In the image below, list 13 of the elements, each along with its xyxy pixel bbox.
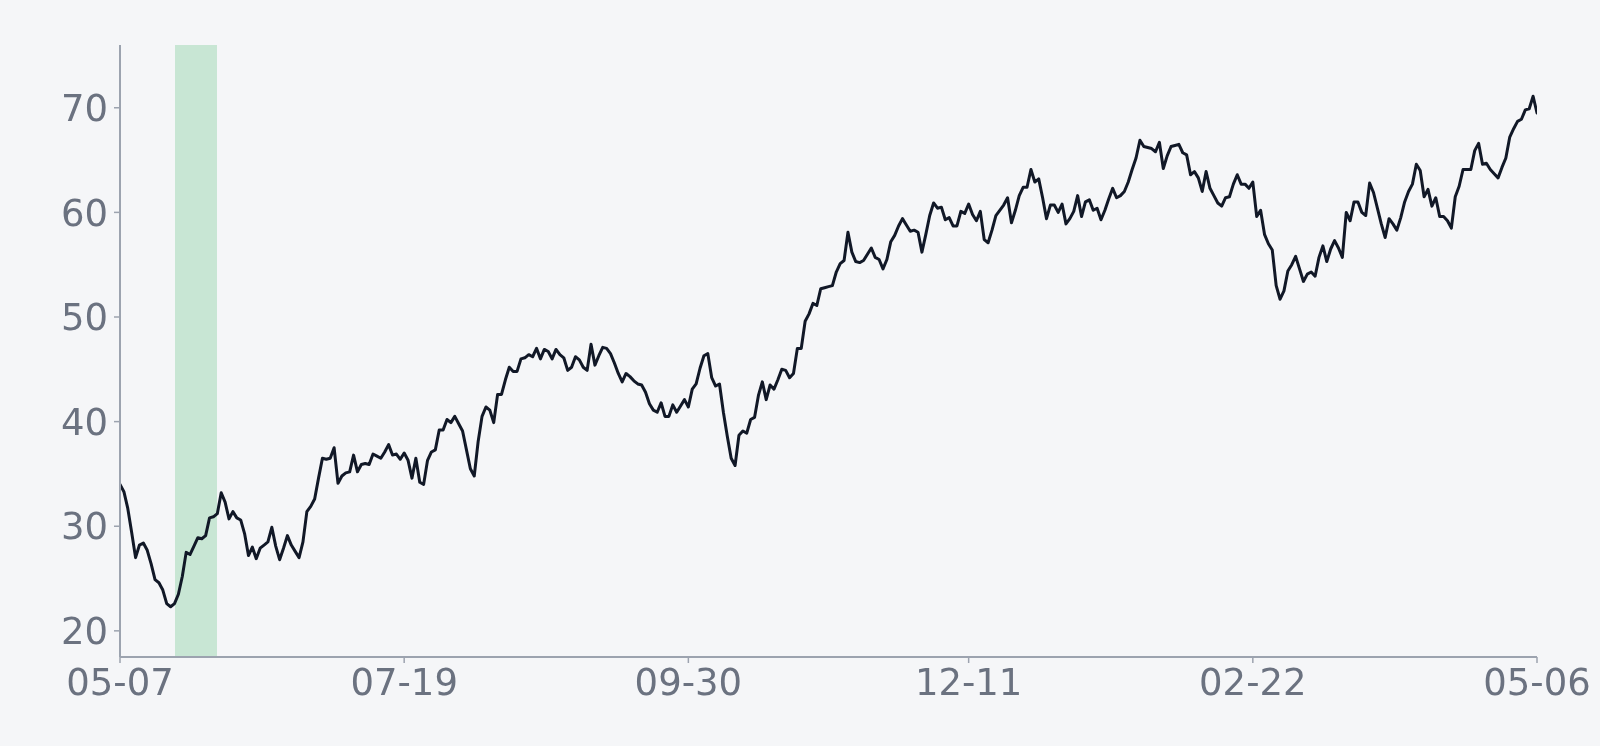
y-tick-label: 20 — [60, 609, 108, 653]
x-tick-label: 05-07 — [66, 661, 174, 705]
x-tick-label: 09-30 — [634, 661, 743, 705]
x-tick-label: 12-11 — [914, 661, 1023, 705]
y-tick-label: 40 — [60, 400, 108, 444]
y-tick-label: 70 — [60, 86, 108, 130]
y-tick-label: 60 — [60, 191, 108, 235]
x-tick-label: 02-22 — [1199, 661, 1307, 705]
y-tick-label: 30 — [60, 505, 108, 549]
line-series — [120, 94, 1537, 609]
x-tick-label: 07-19 — [350, 661, 458, 705]
y-tick-label: 50 — [60, 296, 108, 340]
x-tick-label: 05-06 — [1483, 661, 1591, 705]
